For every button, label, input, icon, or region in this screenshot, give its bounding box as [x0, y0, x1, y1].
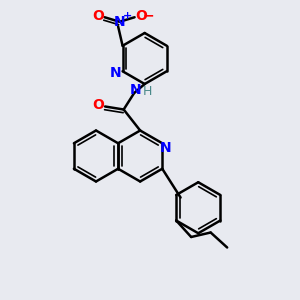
Text: +: + [122, 11, 132, 21]
Text: −: − [142, 9, 154, 23]
Text: O: O [92, 9, 104, 23]
Text: O: O [92, 98, 104, 112]
Text: N: N [114, 15, 125, 29]
Text: N: N [109, 66, 121, 80]
Text: O: O [135, 9, 147, 23]
Text: N: N [160, 141, 172, 155]
Text: N: N [130, 83, 142, 97]
Text: H: H [143, 85, 152, 98]
